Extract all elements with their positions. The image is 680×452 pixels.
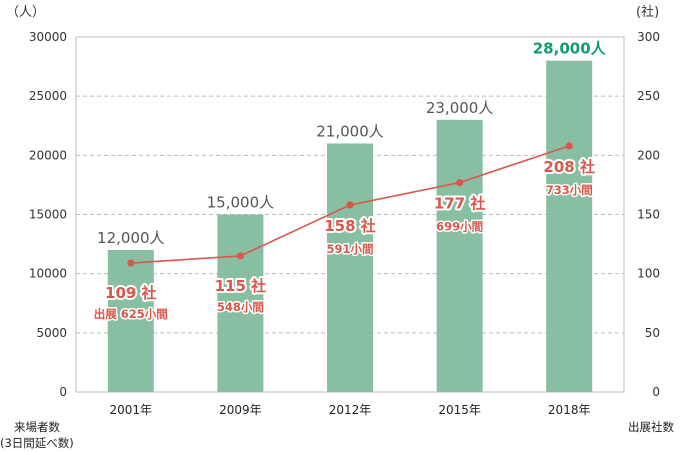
right-tick-label: 0 [652, 385, 660, 399]
booth-count-label: 591小間 [326, 242, 373, 256]
right-tick-label: 250 [637, 89, 660, 103]
exhibitor-point [236, 252, 244, 260]
booth-count-label: 733小間 [546, 183, 593, 197]
left-tick-label: 10000 [29, 267, 67, 281]
exhibitor-count-label: 115 社 [215, 277, 267, 295]
exhibitor-count-label: 177 社 [434, 195, 486, 213]
left-axis-unit: （人） [6, 5, 45, 20]
right-tick-label: 50 [645, 326, 660, 340]
visitor-bar [546, 60, 593, 393]
visitor-value-label: 28,000人 [533, 40, 607, 58]
data-labels: 12,000人 15,000人 21,000人 23,000人 28,000人 109 社… [92, 40, 607, 323]
category-label: 2001年 [110, 403, 153, 417]
left-tick-label: 25000 [29, 89, 67, 103]
left-axis-footer-title: 来場者数 [14, 420, 60, 434]
left-axis-footer-note: (3日間延べ数) [0, 436, 74, 450]
booth-count-label: 699小間 [436, 220, 483, 234]
visitor-bars [107, 60, 593, 393]
left-tick-label: 20000 [29, 148, 67, 162]
visitor-value-label: 15,000人 [207, 194, 275, 212]
visitor-bar [436, 119, 483, 392]
visitor-value-label: 12,000人 [97, 229, 165, 247]
exhibitor-point [127, 259, 135, 267]
category-label: 2015年 [438, 403, 481, 417]
left-tick-label: 0 [59, 385, 67, 399]
visitor-value-label: 23,000人 [426, 99, 494, 117]
category-label: 2009年 [219, 403, 262, 417]
right-axis-footer: 出展社数 [628, 420, 674, 434]
booth-count-label: 548小間 [217, 300, 264, 314]
exhibitor-count-label: 208 社 [543, 158, 595, 176]
exhibitor-count-label: 158 社 [324, 217, 376, 235]
visitor-value-label: 21,000人 [316, 123, 384, 141]
right-axis-unit: (社) [636, 4, 659, 20]
visitor-bar [107, 250, 154, 392]
left-tick-label: 5000 [36, 326, 67, 340]
right-tick-label: 300 [637, 30, 660, 44]
right-tick-label: 200 [637, 148, 660, 162]
booth-count-label: 出展 625小間 [94, 307, 168, 321]
category-label: 2012年 [329, 403, 372, 417]
exhibitor-line [127, 142, 573, 267]
category-label: 2018年 [548, 403, 591, 417]
exhibitor-point [456, 178, 464, 187]
exhibitor-count-label: 109 社 [105, 284, 157, 302]
exhibitor-point [565, 142, 573, 150]
visitor-bar [327, 143, 373, 392]
visitor-bar [217, 214, 264, 392]
left-tick-label: 30000 [29, 30, 67, 44]
exhibitor-point [346, 201, 354, 209]
right-tick-label: 150 [637, 208, 660, 222]
right-tick-label: 100 [637, 267, 660, 281]
left-tick-label: 15000 [29, 208, 67, 222]
